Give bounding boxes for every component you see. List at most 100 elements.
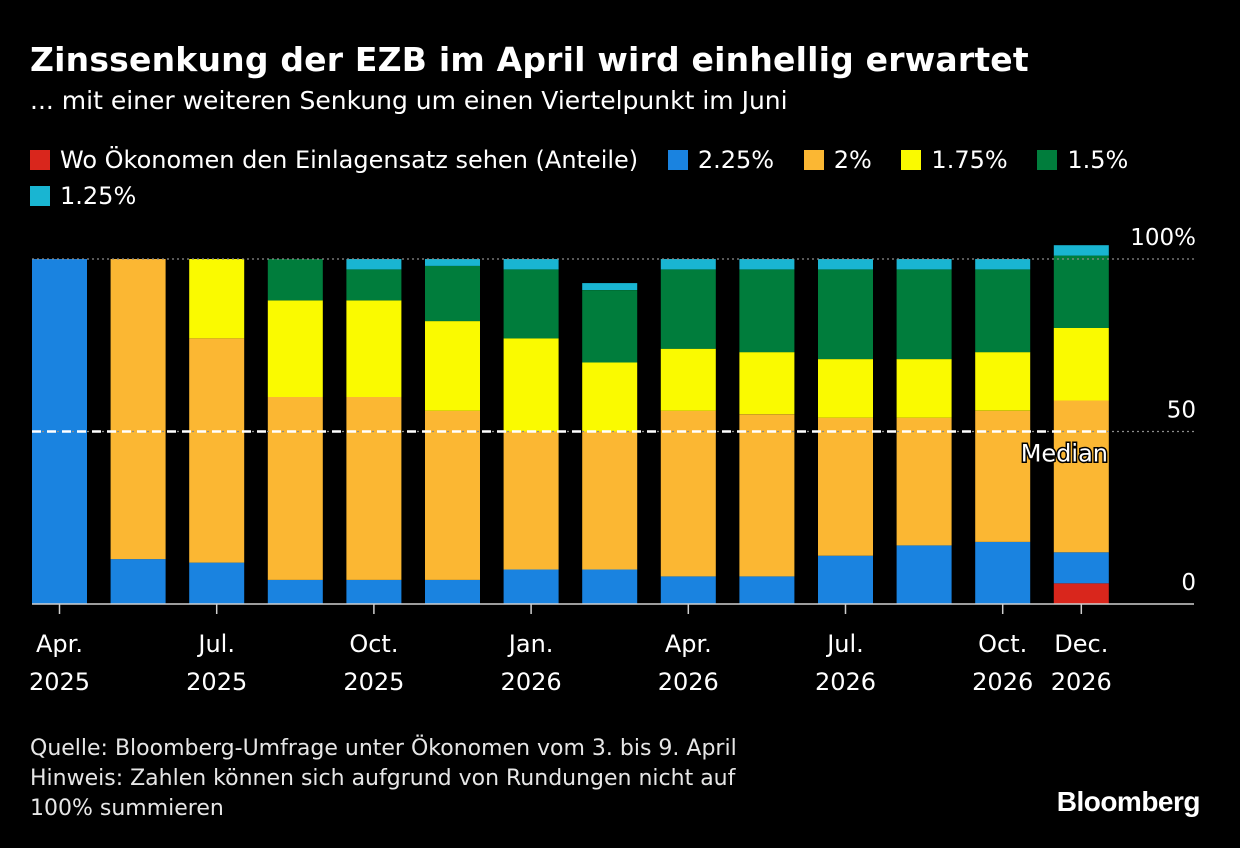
x-tick-label-year-8: 2026: [658, 668, 719, 696]
x-tick-label-month-13: Dec.: [1054, 630, 1108, 658]
bar-segment-6-4: [503, 269, 559, 339]
legend-item-1-75: 1.75%: [901, 142, 1008, 178]
bar-segment-2-2: [189, 338, 245, 563]
x-tick-label-year-10: 2026: [815, 668, 876, 696]
x-tick-label-year-4: 2025: [343, 668, 404, 696]
bar-segment-8-1: [660, 576, 716, 604]
bloomberg-logo: Bloomberg: [1056, 786, 1201, 817]
bar-segment-6-2: [503, 431, 559, 570]
legend-label-1-25: 1.25%: [60, 182, 137, 210]
bar-segment-1-2: [110, 259, 166, 560]
bar-segment-9-5: [739, 259, 795, 270]
legend-label-1-5: 1.5%: [1067, 146, 1129, 174]
bar-segment-13-3: [1053, 328, 1109, 401]
bar-segment-7-3: [582, 362, 638, 432]
bar-segment-8-5: [660, 259, 716, 270]
x-tick-label-month-8: Apr.: [665, 630, 712, 658]
legend-item-1-25: 1.25%: [30, 178, 136, 214]
bar-segment-6-5: [503, 259, 559, 270]
bar-segment-3-1: [267, 579, 323, 604]
bar-segment-11-4: [896, 269, 952, 360]
footer: Quelle: Bloomberg-Umfrage unter Ökonomen…: [30, 734, 737, 824]
bar-segment-9-4: [739, 269, 795, 353]
bar-segment-12-4: [975, 269, 1031, 353]
legend-label-2-25: 2.25%: [697, 146, 775, 174]
x-tick-label-year-12: 2026: [972, 668, 1033, 696]
legend-label-2: 2%: [833, 146, 872, 174]
bar-segment-3-2: [267, 397, 323, 580]
bar-segment-10-4: [818, 269, 873, 360]
bar-segment-7-4: [582, 290, 638, 363]
bar-segment-12-3: [975, 352, 1031, 411]
bar-segment-5-2: [425, 410, 480, 580]
bar-segment-10-2: [818, 417, 873, 556]
median-label: Median: [1021, 440, 1108, 468]
legend-label-1-75: 1.75%: [931, 146, 1008, 174]
bar-segment-4-2: [346, 397, 402, 580]
legend-label-red: Wo Ökonomen den Einlagensatz sehen (Ante…: [60, 146, 639, 174]
legend-swatch-2-25: [667, 150, 688, 170]
bar-segment-5-4: [425, 265, 480, 322]
bar-segment-1-1: [110, 559, 166, 604]
legend-swatch-2: [803, 150, 824, 170]
x-tick-label-month-10: Jul.: [825, 630, 864, 658]
x-tick-label-month-4: Oct.: [349, 630, 398, 658]
bar-segment-11-1: [896, 545, 952, 604]
bar-segment-7-2: [582, 431, 638, 570]
legend-item-2: 2%: [803, 142, 872, 178]
x-tick-label-year-2: 2025: [186, 668, 247, 696]
bar-segment-2-3: [189, 259, 245, 339]
bar-segment-11-2: [896, 417, 952, 546]
x-tick-label-year-0: 2025: [29, 668, 90, 696]
rounding-note-line-2: 100% summieren: [30, 796, 224, 821]
bar-segment-8-4: [660, 269, 716, 349]
bar-segment-13-1: [1053, 552, 1109, 584]
chart-title: Zinssenkung der EZB im April wird einhel…: [30, 40, 1029, 79]
y-tick-label-50: 50: [1167, 398, 1196, 424]
legend: Wo Ökonomen den Einlagensatz sehen (Ante…: [30, 142, 1210, 214]
x-tick-label-month-12: Oct.: [978, 630, 1027, 658]
x-tick-label-year-13: 2026: [1051, 668, 1112, 696]
bar-segment-8-2: [660, 410, 716, 577]
bar-segment-13-5: [1053, 245, 1109, 256]
bar-segment-13-2: [1053, 400, 1109, 553]
source-note: Quelle: Bloomberg-Umfrage unter Ökonomen…: [30, 736, 737, 761]
bar-segment-7-1: [582, 569, 638, 604]
bar-segment-7-5: [582, 283, 638, 290]
bar-segment-6-3: [503, 338, 559, 432]
bar-segment-4-5: [346, 259, 402, 270]
bar-segment-9-1: [739, 576, 795, 604]
bar-segment-12-5: [975, 259, 1031, 270]
y-tick-label-100: 100%: [1130, 225, 1196, 251]
x-tick-label-month-0: Apr.: [36, 630, 83, 658]
bar-segment-10-3: [818, 359, 873, 418]
bar-segment-5-1: [425, 579, 480, 604]
bar-segment-6-1: [503, 569, 559, 604]
x-tick-label-year-6: 2026: [501, 668, 562, 696]
y-tick-label-0: 0: [1181, 570, 1196, 596]
legend-swatch-1-25: [30, 186, 50, 206]
x-tick-label-month-6: Jan.: [507, 630, 554, 658]
bar-segment-3-4: [267, 259, 323, 301]
legend-item-2-25: 2.25%: [667, 142, 775, 178]
bar-segment-11-3: [896, 359, 952, 418]
rounding-note-line-1: Hinweis: Zahlen können sich aufgrund von…: [30, 766, 736, 791]
bar-segment-5-3: [425, 321, 480, 411]
bar-segment-4-1: [346, 579, 402, 604]
x-tick-label-month-2: Jul.: [196, 630, 235, 658]
bar-segment-3-3: [267, 300, 323, 397]
bar-segment-9-3: [739, 352, 795, 415]
legend-swatch-red: [30, 150, 50, 170]
bar-segment-10-1: [818, 555, 873, 604]
bar-segment-12-1: [975, 541, 1031, 604]
bar-segment-8-3: [660, 348, 716, 411]
bar-segment-4-3: [346, 300, 402, 397]
legend-item-1-5: 1.5%: [1037, 142, 1128, 178]
legend-swatch-1-75: [901, 150, 922, 170]
bar-segment-5-5: [425, 259, 480, 266]
bar-segment-10-5: [818, 259, 873, 270]
bar-segment-11-5: [896, 259, 952, 270]
bar-segment-13-0: [1053, 583, 1109, 604]
bar-segment-13-4: [1053, 255, 1109, 328]
